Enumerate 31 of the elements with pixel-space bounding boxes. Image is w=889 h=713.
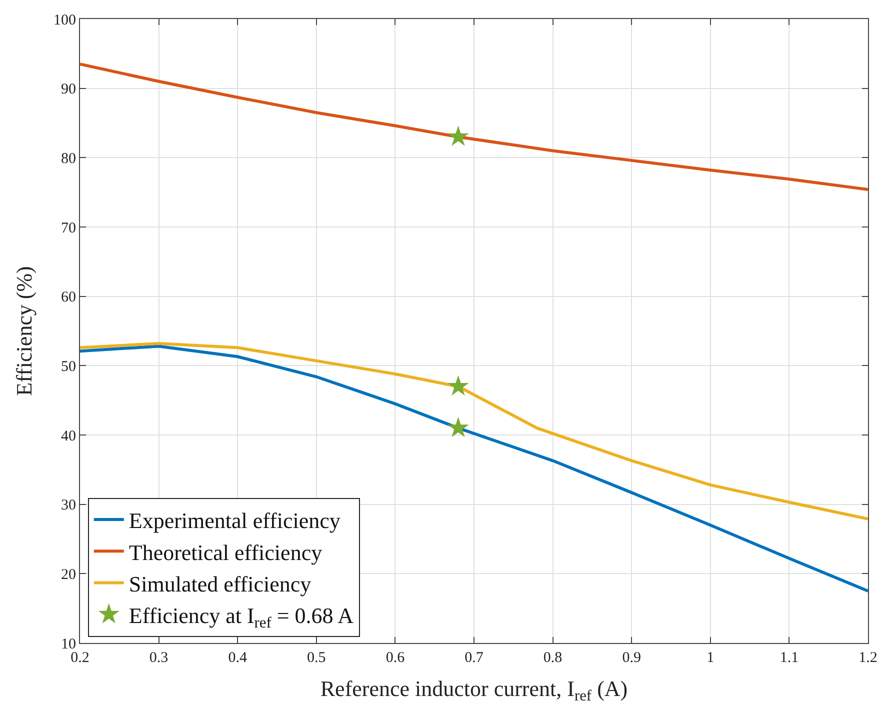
x-tick-label: 0.8	[543, 650, 562, 666]
y-tick-label: 100	[54, 12, 76, 28]
point	[448, 126, 469, 146]
legend-label: Simulated efficiency	[128, 571, 312, 596]
x-tick-label: 1	[706, 650, 714, 666]
x-axis-title: Reference inductor current, I$_{ref}$ (A)	[320, 676, 628, 705]
x-tick-label: 0.4	[228, 650, 248, 666]
point	[448, 416, 469, 438]
y-tick-label: 10	[61, 636, 76, 652]
y-tick-label: 80	[61, 150, 76, 167]
y-tick-label: 30	[61, 498, 76, 514]
x-tick-label: 0.3	[149, 650, 168, 666]
y-axis-title: Efficiency (%)	[11, 266, 36, 396]
x-tick-label: 0.7	[464, 650, 484, 666]
y-tick-label: 40	[61, 428, 76, 444]
x-tick-label: 1.2	[858, 650, 878, 666]
x-tick-label: 1.1	[780, 650, 799, 666]
y-tick-label: 90	[61, 82, 76, 98]
y-tick-label: 70	[61, 220, 76, 236]
x-tick-label: 0.6	[386, 650, 406, 666]
point	[448, 375, 469, 396]
line-series	[80, 62, 868, 192]
y-tick-label: 60	[61, 290, 76, 306]
legend-label: Efficiency at I$_{ref}$ = 0.68 A	[128, 602, 354, 632]
x-tick-label: 0.9	[622, 650, 641, 666]
legend-label: Theoretical efficiency	[128, 540, 322, 565]
legend-label: Experimental efficiency	[128, 508, 340, 534]
x-tick-label: 0.5	[307, 650, 326, 666]
y-tick-label: 20	[61, 566, 76, 583]
y-tick-label: 50	[61, 358, 76, 375]
x-tick-label: 0.2	[70, 650, 90, 666]
